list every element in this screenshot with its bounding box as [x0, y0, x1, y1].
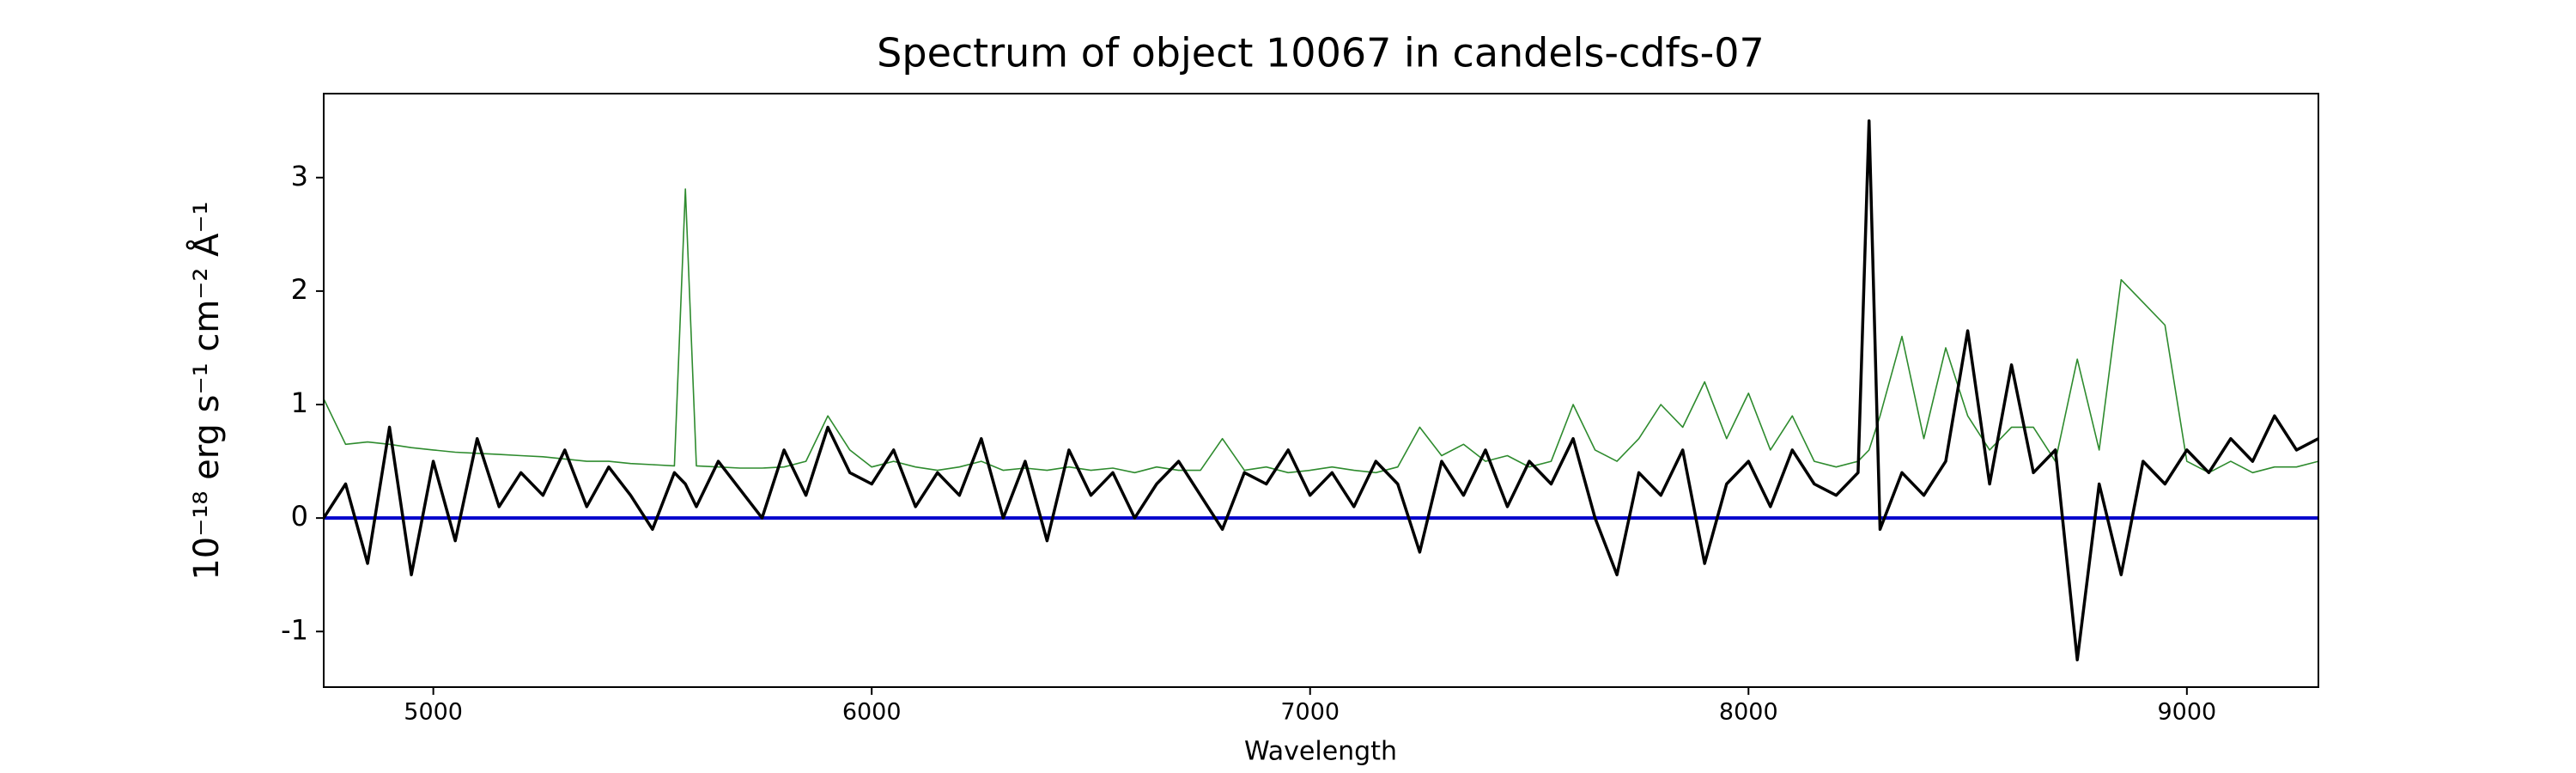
- x-tick-label: 6000: [842, 699, 902, 726]
- chart-title: Spectrum of object 10067 in candels-cdfs…: [877, 30, 1765, 76]
- y-tick-label: 2: [291, 273, 308, 306]
- y-axis-label: 10⁻¹⁸ erg s⁻¹ cm⁻² Å⁻¹: [185, 201, 227, 580]
- y-tick-label: 0: [291, 500, 308, 533]
- y-tick-label: 3: [291, 160, 308, 192]
- x-tick-label: 5000: [404, 699, 463, 726]
- y-tick-label: 1: [291, 386, 308, 419]
- plot-frame: [323, 93, 2319, 688]
- x-tick-label: 7000: [1280, 699, 1340, 726]
- spectrum-line: [324, 119, 2318, 662]
- x-tick-label: 8000: [1719, 699, 1778, 726]
- y-tick-label: -1: [281, 613, 308, 646]
- spectrum-line: [324, 188, 2318, 474]
- x-axis-label: Wavelength: [1244, 737, 1397, 767]
- x-tick-label: 9000: [2157, 699, 2216, 726]
